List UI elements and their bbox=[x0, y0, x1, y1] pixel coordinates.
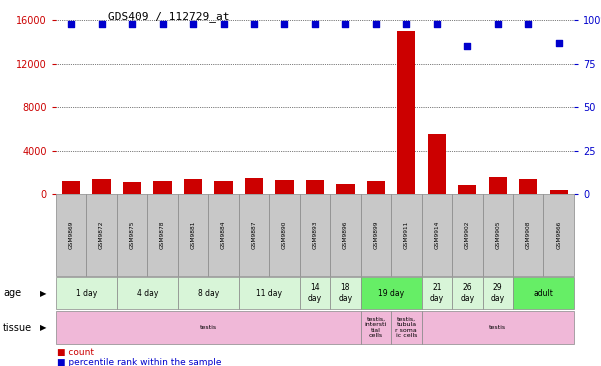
Point bbox=[97, 20, 106, 26]
Point bbox=[219, 20, 228, 26]
Text: ▶: ▶ bbox=[40, 289, 46, 298]
Point bbox=[371, 20, 380, 26]
Text: 29
day: 29 day bbox=[490, 283, 505, 303]
Bar bbox=[215, 181, 233, 194]
Text: testis,
intersti
tial
cells: testis, intersti tial cells bbox=[365, 317, 387, 338]
Text: 18
day: 18 day bbox=[338, 283, 352, 303]
Text: GSM9875: GSM9875 bbox=[130, 221, 135, 249]
Text: ■ percentile rank within the sample: ■ percentile rank within the sample bbox=[57, 358, 222, 366]
Text: 4 day: 4 day bbox=[136, 289, 158, 298]
Bar bbox=[184, 179, 202, 194]
Text: testis,
tubula
r soma
ic cells: testis, tubula r soma ic cells bbox=[395, 317, 417, 338]
Point bbox=[188, 20, 198, 26]
Bar bbox=[428, 134, 446, 194]
Text: 11 day: 11 day bbox=[256, 289, 282, 298]
Text: GSM9869: GSM9869 bbox=[69, 221, 74, 249]
Text: testis: testis bbox=[200, 325, 217, 330]
Point bbox=[493, 20, 502, 26]
Text: GSM9893: GSM9893 bbox=[313, 221, 317, 249]
Point bbox=[279, 20, 289, 26]
Bar bbox=[458, 185, 477, 194]
Text: GSM9911: GSM9911 bbox=[404, 221, 409, 249]
Text: GSM9914: GSM9914 bbox=[435, 221, 439, 249]
Point bbox=[66, 20, 76, 26]
Bar bbox=[62, 181, 81, 194]
Point bbox=[341, 20, 350, 26]
Bar bbox=[275, 180, 294, 194]
Text: GSM9899: GSM9899 bbox=[373, 221, 379, 249]
Text: 19 day: 19 day bbox=[378, 289, 404, 298]
Bar bbox=[153, 181, 172, 194]
Text: GSM9896: GSM9896 bbox=[343, 221, 348, 249]
Text: 8 day: 8 day bbox=[198, 289, 219, 298]
Text: 21
day: 21 day bbox=[430, 283, 444, 303]
Bar bbox=[519, 179, 537, 194]
Text: GSM9866: GSM9866 bbox=[556, 221, 561, 249]
Text: GDS409 / 112729_at: GDS409 / 112729_at bbox=[108, 11, 230, 22]
Point bbox=[249, 20, 259, 26]
Text: 26
day: 26 day bbox=[460, 283, 474, 303]
Text: GSM9908: GSM9908 bbox=[526, 221, 531, 249]
Point bbox=[127, 20, 137, 26]
Point bbox=[310, 20, 320, 26]
Text: GSM9890: GSM9890 bbox=[282, 221, 287, 249]
Bar bbox=[123, 182, 141, 194]
Text: ▶: ▶ bbox=[40, 323, 46, 332]
Point bbox=[157, 20, 167, 26]
Bar bbox=[489, 177, 507, 194]
Text: age: age bbox=[3, 288, 21, 298]
Text: GSM9902: GSM9902 bbox=[465, 221, 470, 249]
Bar bbox=[336, 184, 355, 194]
Text: tissue: tissue bbox=[3, 322, 32, 333]
Text: GSM9905: GSM9905 bbox=[495, 221, 500, 249]
Bar bbox=[245, 178, 263, 194]
Bar bbox=[306, 180, 324, 194]
Point bbox=[554, 40, 564, 46]
Point bbox=[463, 43, 472, 49]
Bar bbox=[549, 190, 568, 194]
Text: GSM9884: GSM9884 bbox=[221, 221, 226, 249]
Text: GSM9872: GSM9872 bbox=[99, 221, 104, 249]
Text: testis: testis bbox=[489, 325, 506, 330]
Text: GSM9878: GSM9878 bbox=[160, 221, 165, 249]
Bar bbox=[93, 179, 111, 194]
Bar bbox=[397, 31, 415, 194]
Text: adult: adult bbox=[534, 289, 554, 298]
Text: ■ count: ■ count bbox=[57, 348, 94, 356]
Text: 1 day: 1 day bbox=[76, 289, 97, 298]
Bar bbox=[367, 181, 385, 194]
Text: GSM9887: GSM9887 bbox=[251, 221, 257, 249]
Text: GSM9881: GSM9881 bbox=[191, 221, 195, 249]
Point bbox=[523, 20, 533, 26]
Point bbox=[401, 20, 411, 26]
Point bbox=[432, 20, 442, 26]
Text: 14
day: 14 day bbox=[308, 283, 322, 303]
